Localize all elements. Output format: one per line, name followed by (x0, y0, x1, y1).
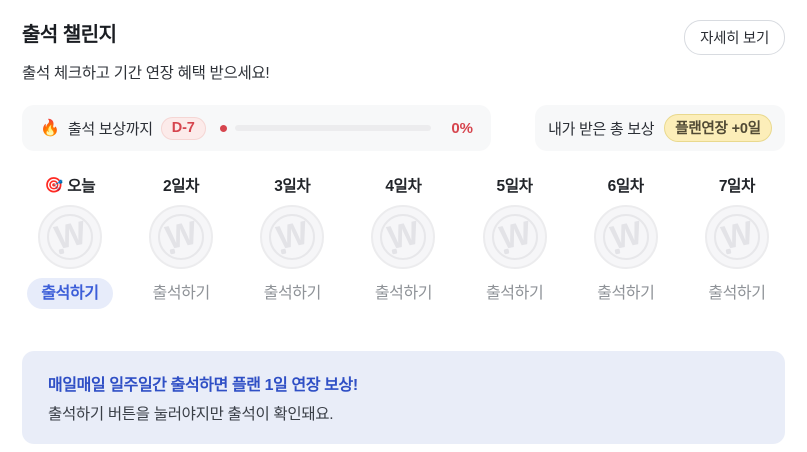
day-columns: 🎯 오늘 W 출석하기 2일차 W 출석하기 3일차 (22, 175, 785, 310)
coin-icon: W (704, 205, 769, 269)
page-title: 출석 챌린지 (22, 24, 117, 46)
progress-card-label: 출석 보상까지 (67, 120, 153, 138)
notice-title: 매일매일 일주일간 출석하면 플랜 1일 연장 보상! (48, 377, 358, 395)
coin-icon: W (260, 205, 325, 269)
attend-button-day7[interactable]: 출석하기 (694, 278, 779, 309)
attendance-progress-card: 🔥 출석 보상까지 D-7 0% (22, 105, 491, 151)
day-column-today: 🎯 오늘 W 출석하기 (22, 175, 118, 310)
total-reward-card: 내가 받은 총 보상 플랜연장 +0일 (535, 105, 785, 151)
reward-card-label: 내가 받은 총 보상 (548, 120, 655, 138)
attend-button-day4[interactable]: 출석하기 (361, 278, 446, 309)
coin-icon: W (38, 205, 102, 269)
coin-icon: W (149, 205, 214, 269)
coin-icon: W (593, 205, 658, 269)
coin-icon: W (482, 205, 547, 269)
day-column-3: 3일차 W 출석하기 (244, 175, 340, 309)
coin-icon: W (371, 205, 436, 269)
attend-button-day5[interactable]: 출석하기 (472, 278, 557, 309)
stats-row: 🔥 출석 보상까지 D-7 0% 내가 받은 총 보상 플랜연장 +0일 (22, 105, 785, 151)
day-label: 2일차 (163, 178, 200, 195)
day-label: 5일차 (496, 178, 534, 195)
attend-button-today[interactable]: 출석하기 (27, 278, 113, 310)
day-column-2: 2일차 W 출석하기 (133, 175, 229, 309)
day-label: 4일차 (385, 178, 422, 195)
day-label: 3일차 (274, 178, 311, 195)
coin-logo-dot (614, 248, 621, 255)
dday-badge: D-7 (160, 116, 206, 140)
coin-logo-dot (725, 248, 732, 255)
progress-track (234, 125, 432, 131)
day-column-5: 5일차 W 출석하기 (467, 175, 563, 309)
header: 출석 챌린지 출석 체크하고 기간 연장 혜택 받으세요! 자세히 보기 (22, 18, 785, 83)
attend-button-day6[interactable]: 출석하기 (583, 278, 668, 309)
notice-description: 출석하기 버튼을 눌러야지만 출석이 확인돼요. (48, 406, 334, 424)
progress-dot (219, 124, 227, 132)
reward-badge: 플랜연장 +0일 (664, 114, 772, 142)
day-column-7: 7일차 W 출석하기 (689, 175, 785, 309)
day-label: 오늘 (67, 178, 96, 195)
day-column-4: 4일차 W 출석하기 (355, 175, 451, 309)
progress-bar (219, 124, 432, 132)
progress-percent: 0% (451, 119, 473, 137)
target-icon: 🎯 (44, 176, 64, 194)
day-label: 7일차 (718, 178, 756, 195)
coin-logo-dot (58, 248, 65, 255)
page-subtitle: 출석 체크하고 기간 연장 혜택 받으세요! (22, 65, 270, 82)
attend-button-day3[interactable]: 출석하기 (250, 278, 335, 309)
fire-icon: 🔥 (40, 120, 60, 137)
detail-view-button[interactable]: 자세히 보기 (684, 20, 785, 55)
coin-logo-dot (503, 248, 510, 255)
notice-box: 매일매일 일주일간 출석하면 플랜 1일 연장 보상! 출석하기 버튼을 눌러야… (22, 351, 785, 445)
attend-button-day2[interactable]: 출석하기 (139, 278, 224, 309)
day-label: 6일차 (607, 178, 645, 195)
day-column-6: 6일차 W 출석하기 (578, 175, 674, 309)
